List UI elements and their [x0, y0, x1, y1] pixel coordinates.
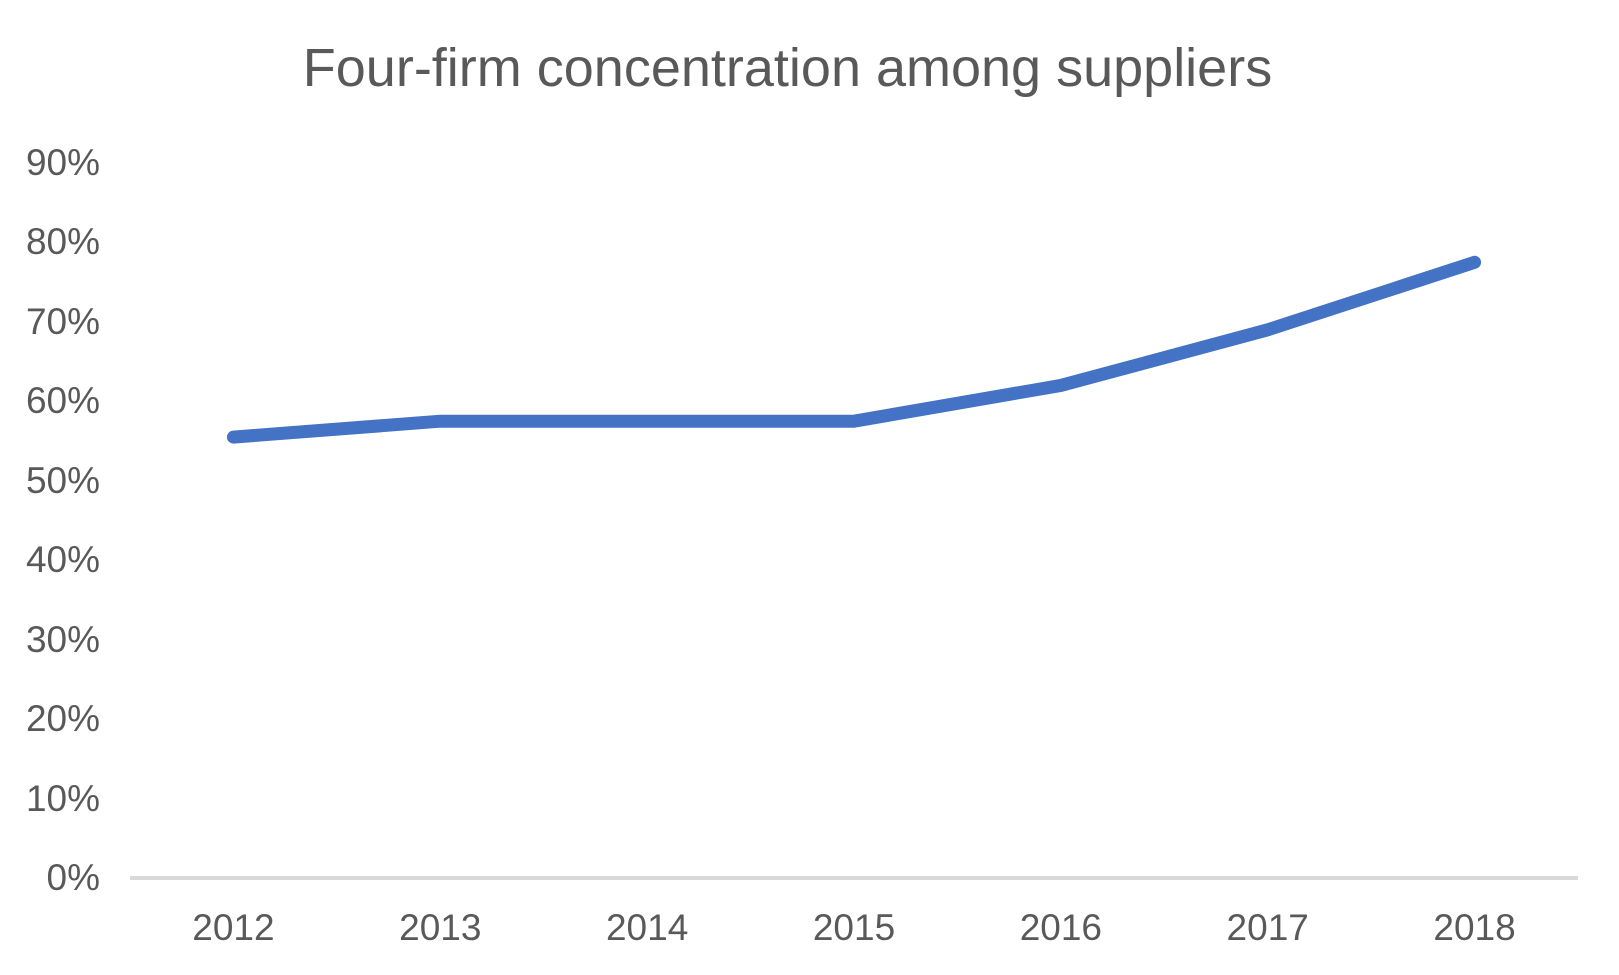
y-tick-label: 50%	[25, 459, 100, 501]
x-tick-label: 2018	[1433, 907, 1516, 948]
x-tick-label: 2014	[605, 907, 689, 948]
y-tick-label: 40%	[25, 539, 100, 581]
y-tick-label: 30%	[25, 618, 100, 660]
y-tick-label: 70%	[25, 300, 100, 342]
y-tick-label: 90%	[25, 142, 100, 183]
x-tick-label: 2017	[1226, 907, 1309, 948]
x-tick-label: 2012	[192, 907, 275, 948]
y-tick-label: 0%	[46, 857, 100, 898]
x-tick-label: 2013	[399, 907, 482, 948]
y-tick-label: 80%	[25, 221, 100, 263]
y-tick-label: 10%	[25, 777, 100, 819]
x-tick-label: 2016	[1019, 907, 1102, 948]
chart-title: Four-firm concentration among suppliers	[302, 38, 1273, 98]
y-tick-label: 20%	[25, 698, 100, 740]
x-tick-label: 2015	[812, 907, 896, 948]
data-series-line	[226, 255, 1482, 444]
y-tick-label: 60%	[25, 380, 100, 422]
